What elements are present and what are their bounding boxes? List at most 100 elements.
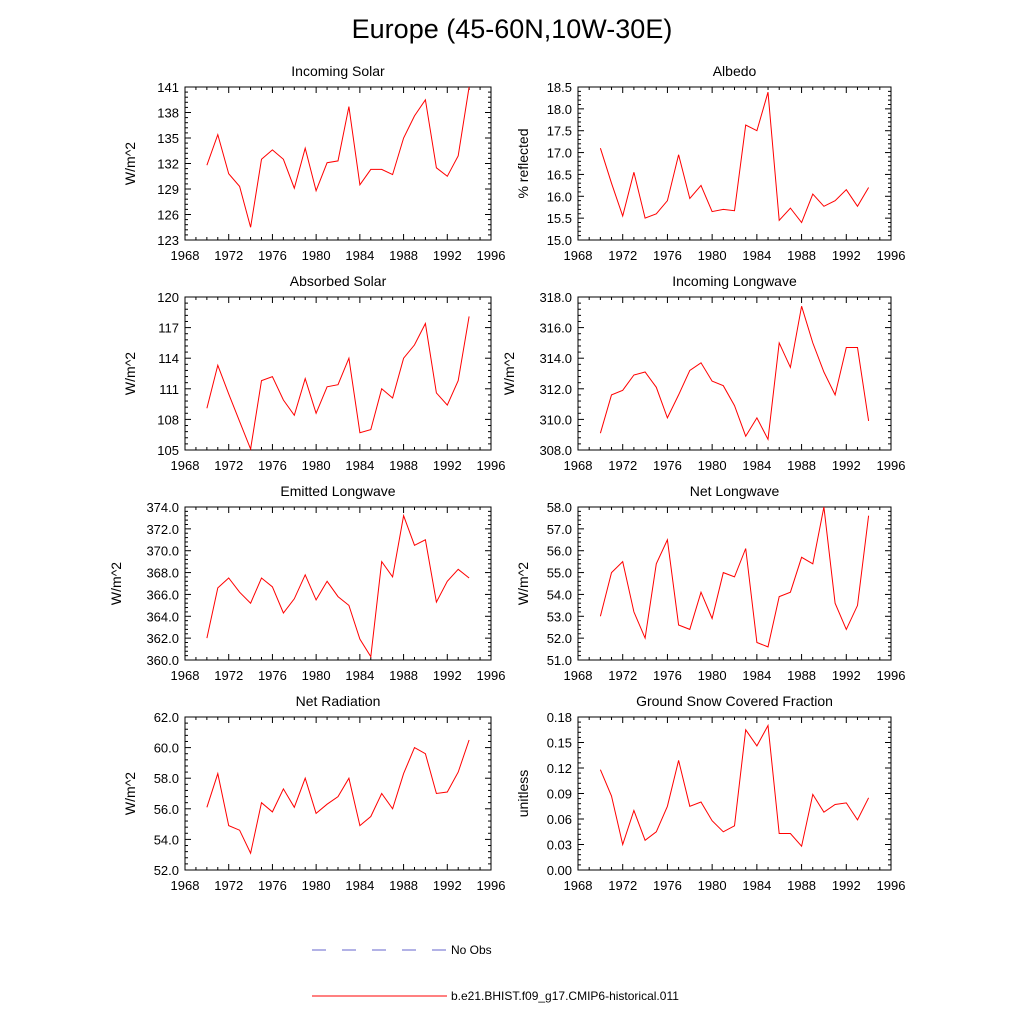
x-tick-label: 1984 [345, 668, 374, 683]
y-axis-label: W/m^2 [515, 562, 531, 605]
x-tick-label: 1976 [258, 668, 287, 683]
x-tick-label: 1988 [787, 458, 816, 473]
series-line [599, 92, 870, 224]
y-tick-label: 0.18 [547, 710, 572, 725]
y-tick-label: 62.0 [154, 710, 179, 725]
y-axis-label: unitless [515, 770, 531, 817]
x-tick-label: 1992 [433, 248, 462, 263]
x-tick-label: 1976 [258, 878, 287, 893]
x-tick-label: 1988 [389, 248, 418, 263]
panel-1: 1968 1972 1976 1980 1984 1988 1992 1996 123 126 12… [122, 63, 505, 263]
x-tick-label: 1984 [345, 248, 374, 263]
y-tick-label: 58.0 [547, 500, 572, 515]
y-tick-label: 0.09 [547, 787, 572, 802]
y-tick-label: 17.5 [547, 124, 572, 139]
x-tick-label: 1984 [742, 458, 771, 473]
x-tick-label: 1992 [832, 878, 861, 893]
y-tick-label: 56.0 [154, 802, 179, 817]
x-tick-label: 1992 [433, 878, 462, 893]
x-tick-label: 1972 [214, 458, 243, 473]
x-tick-label: 1980 [302, 458, 331, 473]
x-tick-label: 1972 [214, 248, 243, 263]
x-tick-label: 1988 [389, 458, 418, 473]
panel-title: Albedo [713, 63, 757, 79]
y-tick-label: 0.03 [547, 838, 572, 853]
x-tick-label: 1980 [698, 458, 727, 473]
series-line [599, 306, 870, 441]
x-tick-label: 1988 [389, 878, 418, 893]
x-tick-label: 1968 [564, 248, 593, 263]
y-tick-label: 117 [158, 321, 179, 336]
panel-5: 1968 1972 1976 1980 1984 1988 1992 1996 360.0 362… [108, 483, 505, 683]
y-tick-label: 18.5 [547, 80, 572, 95]
series-line [206, 316, 470, 451]
y-tick-label: 60.0 [154, 741, 179, 756]
x-tick-label: 1992 [433, 458, 462, 473]
y-tick-label: 57.0 [547, 522, 572, 537]
x-tick-label: 1968 [564, 458, 593, 473]
x-tick-label: 1988 [787, 878, 816, 893]
y-tick-label: 15.5 [547, 211, 572, 226]
y-tick-label: 374.0 [146, 500, 179, 515]
panel-title: Emitted Longwave [280, 483, 395, 499]
y-tick-label: 56.0 [547, 544, 572, 559]
y-tick-label: 316.0 [539, 321, 572, 336]
panel-7: 1968 1972 1976 1980 1984 1988 1992 1996 52.0 54.0… [122, 693, 505, 893]
x-tick-label: 1980 [302, 668, 331, 683]
y-tick-label: 53.0 [547, 609, 572, 624]
x-tick-label: 1984 [345, 878, 374, 893]
y-tick-label: 55.0 [547, 566, 572, 581]
y-tick-label: 0.06 [547, 812, 572, 827]
panel-title: Incoming Longwave [672, 273, 797, 289]
y-tick-label: 129 [157, 182, 179, 197]
y-tick-label: 52.0 [547, 631, 572, 646]
panel-4: 1968 1972 1976 1980 1984 1988 1992 1996 308.0 310… [501, 273, 905, 473]
x-tick-label: 1996 [877, 248, 906, 263]
y-tick-label: 362.0 [146, 631, 179, 646]
legend: No Obs b.e21.BHIST.f09_g17.CMIP6-historic… [312, 943, 679, 1003]
x-tick-label: 1980 [698, 248, 727, 263]
y-tick-label: 370.0 [146, 544, 179, 559]
y-tick-label: 120 [157, 290, 179, 305]
panel-8: 1968 1972 1976 1980 1984 1988 1992 1996 0.00 0.03… [515, 693, 905, 893]
x-tick-label: 1984 [345, 458, 374, 473]
y-tick-label: 360.0 [146, 653, 179, 668]
x-tick-label: 1996 [877, 668, 906, 683]
y-axis-label: W/m^2 [122, 772, 138, 815]
y-tick-label: 310.0 [539, 412, 572, 427]
x-tick-label: 1976 [258, 458, 287, 473]
y-tick-label: 364.0 [146, 609, 179, 624]
y-tick-label: 312.0 [539, 382, 572, 397]
y-tick-label: 0.15 [547, 736, 572, 751]
panel-title: Incoming Solar [291, 63, 385, 79]
plot-frame [577, 86, 892, 241]
panel-6: 1968 1972 1976 1980 1984 1988 1992 1996 51.0 52.0… [515, 483, 905, 683]
y-tick-label: 17.0 [547, 146, 572, 161]
x-tick-label: 1972 [608, 668, 637, 683]
panel-title: Net Radiation [296, 693, 381, 709]
legend-label-no-obs: No Obs [451, 943, 492, 957]
y-axis-label: W/m^2 [501, 352, 517, 395]
x-tick-label: 1972 [608, 878, 637, 893]
series-line [599, 506, 870, 648]
plot-frame [577, 296, 892, 451]
x-tick-label: 1976 [653, 458, 682, 473]
plot-frame [184, 86, 492, 241]
x-tick-label: 1988 [389, 668, 418, 683]
x-tick-label: 1996 [477, 458, 506, 473]
y-tick-label: 18.0 [547, 102, 572, 117]
y-tick-label: 368.0 [146, 566, 179, 581]
x-tick-label: 1992 [832, 458, 861, 473]
panel-title: Absorbed Solar [290, 273, 387, 289]
series-line [599, 723, 870, 848]
y-tick-label: 105 [157, 443, 179, 458]
y-tick-label: 366.0 [146, 587, 179, 602]
y-tick-label: 318.0 [539, 290, 572, 305]
x-tick-label: 1972 [608, 248, 637, 263]
y-tick-label: 308.0 [539, 443, 572, 458]
y-tick-label: 51.0 [547, 653, 572, 668]
x-tick-label: 1972 [214, 668, 243, 683]
x-tick-label: 1992 [832, 248, 861, 263]
x-tick-label: 1984 [742, 248, 771, 263]
y-tick-label: 126 [157, 208, 179, 223]
